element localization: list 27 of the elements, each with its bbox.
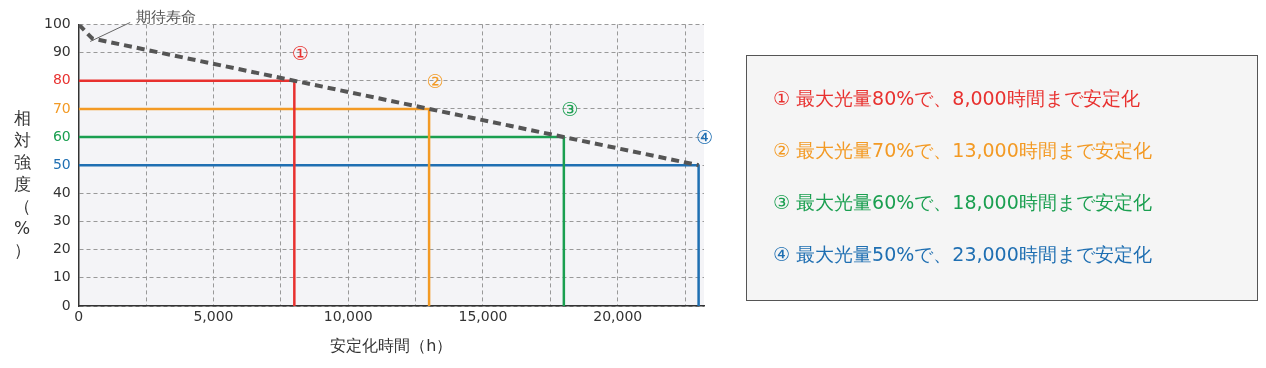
y-tick-label: 80 xyxy=(52,71,71,88)
y-tick-label: 40 xyxy=(52,184,71,200)
y-tick-label: 70 xyxy=(52,99,71,116)
annotation: ② xyxy=(426,69,444,92)
y-tick-label: 50 xyxy=(52,155,71,172)
y-axis-title: 相対強度（%） xyxy=(13,107,31,261)
y-tick-label: 0 xyxy=(61,296,71,313)
y-tick-label: 20 xyxy=(52,240,71,257)
annotation: 期待寿命 xyxy=(136,8,197,27)
x-tick-label: 5,000 xyxy=(193,308,234,325)
annotation: ④ xyxy=(696,126,714,149)
x-tick-label: 20,000 xyxy=(593,308,643,325)
x-tick-label: 10,000 xyxy=(323,308,373,325)
annotation: ③ xyxy=(561,97,579,120)
x-tick-label: 15,000 xyxy=(458,308,508,325)
x-tick-label: 0 xyxy=(74,308,84,325)
y-tick-label: 60 xyxy=(52,127,71,144)
text: ② 最大光量70%で、13,000時間まで安定化 xyxy=(773,138,1153,163)
y-tick-label: 90 xyxy=(52,43,71,60)
x-axis-title: 安定化時間（h） xyxy=(330,335,453,355)
text: ④ 最大光量50%で、23,000時間まで安定化 xyxy=(773,242,1153,267)
annotation: ① xyxy=(291,41,309,64)
y-tick-label: 100 xyxy=(43,15,71,32)
y-tick-label: 30 xyxy=(52,212,71,229)
text: ③ 最大光量60%で、18,000時間まで安定化 xyxy=(773,190,1153,215)
text: ① 最大光量80%で、8,000時間まで安定化 xyxy=(773,86,1141,111)
y-tick-label: 10 xyxy=(52,268,71,285)
